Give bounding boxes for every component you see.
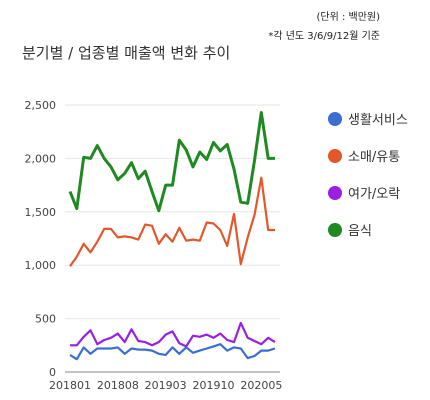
legend-item: 음식: [328, 211, 408, 248]
y-tick-label: 1,000: [25, 259, 57, 272]
y-tick-label: 2,500: [25, 99, 57, 112]
y-tick-label: 1,500: [25, 206, 57, 219]
legend-label: 여가/오락: [348, 187, 401, 202]
x-tick-label: 201910: [193, 379, 235, 392]
legend-label: 음식: [348, 224, 372, 239]
x-tick-label: 201808: [97, 379, 139, 392]
legend-item: 여가/오락: [328, 174, 408, 211]
legend-swatch-icon: [328, 111, 342, 126]
basis-note: *각 년도 3/6/9/12월 기준: [268, 31, 380, 42]
y-tick-label: 0: [49, 366, 56, 379]
series-line-음식: [68, 111, 275, 213]
series-line-생활서비스: [69, 343, 276, 361]
x-tick-label: 201903: [145, 379, 187, 392]
x-tick-label: 201801: [49, 379, 91, 392]
x-tick-label: 202005: [240, 379, 282, 392]
series-line-소매-유통: [69, 176, 275, 267]
y-tick-label: 2,000: [25, 152, 57, 165]
legend-swatch-icon: [328, 148, 342, 163]
legend-item: 소매/유통: [328, 137, 408, 174]
legend-swatch-icon: [328, 222, 342, 237]
legend-label: 소매/유통: [348, 150, 401, 165]
legend-label: 생활서비스: [348, 113, 408, 128]
chart-title: 분기별 / 업종별 매출액 변화 추이: [22, 44, 231, 62]
y-tick-label: 500: [35, 313, 56, 326]
unit-note: (단위 : 백만원): [316, 12, 380, 23]
legend-swatch-icon: [328, 185, 342, 200]
series-line-여가-오락: [70, 321, 276, 348]
legend-item: 생활서비스: [328, 100, 408, 137]
